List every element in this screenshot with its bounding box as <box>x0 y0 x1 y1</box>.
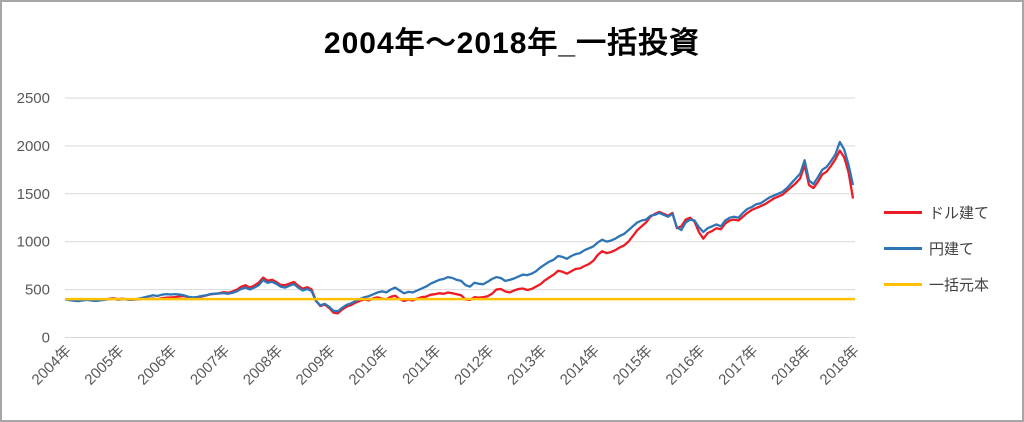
x-tick-label: 2013年 <box>504 342 550 388</box>
jpy-line-swatch-icon <box>884 246 922 250</box>
principal-line-swatch-icon <box>884 282 922 286</box>
chart-title: 2004年～2018年_一括投資 <box>323 27 701 60</box>
x-tick-label: 2006年 <box>134 342 180 388</box>
x-tick-label: 2014年 <box>557 342 603 388</box>
y-tick-label: 1500 <box>17 186 50 203</box>
x-tick-label: 2011年 <box>399 342 444 387</box>
x-tick-label: 2016年 <box>663 342 709 388</box>
legend-item-principal: 一括元本 <box>884 266 989 302</box>
x-tick-label: 2018年 <box>817 342 863 388</box>
usd-line-swatch-icon <box>884 210 922 214</box>
legend-label-usd: ドル建て <box>929 204 990 222</box>
legend-label-jpy: 円建て <box>929 240 975 258</box>
x-tick-label: 2012年 <box>451 342 497 388</box>
legend-item-jpy: 円建て <box>884 230 989 266</box>
y-tick-label: 2500 <box>17 90 50 107</box>
legend-item-usd: ドル建て <box>884 194 989 230</box>
y-tick-label: 2000 <box>17 138 50 155</box>
x-tick-label: 2009年 <box>293 342 339 388</box>
x-tick-label: 2007年 <box>187 342 233 388</box>
x-tick-label: 2017年 <box>715 342 761 388</box>
legend: ドル建て 円建て 一括元本 <box>884 194 989 302</box>
x-tick-label: 2010年 <box>346 342 392 388</box>
x-tick-label: 2005年 <box>81 342 127 388</box>
series-line <box>64 149 855 315</box>
x-tick-label: 2004年 <box>29 342 75 388</box>
series-line <box>64 140 855 313</box>
x-tick-label: 2008年 <box>240 342 286 388</box>
x-tick-label: 2018年 <box>768 342 814 388</box>
legend-label-principal: 一括元本 <box>929 276 990 294</box>
y-tick-label: 500 <box>25 282 50 299</box>
x-tick-label: 2015年 <box>610 342 656 388</box>
y-tick-label: 0 <box>42 330 50 347</box>
y-tick-label: 1000 <box>17 234 50 251</box>
